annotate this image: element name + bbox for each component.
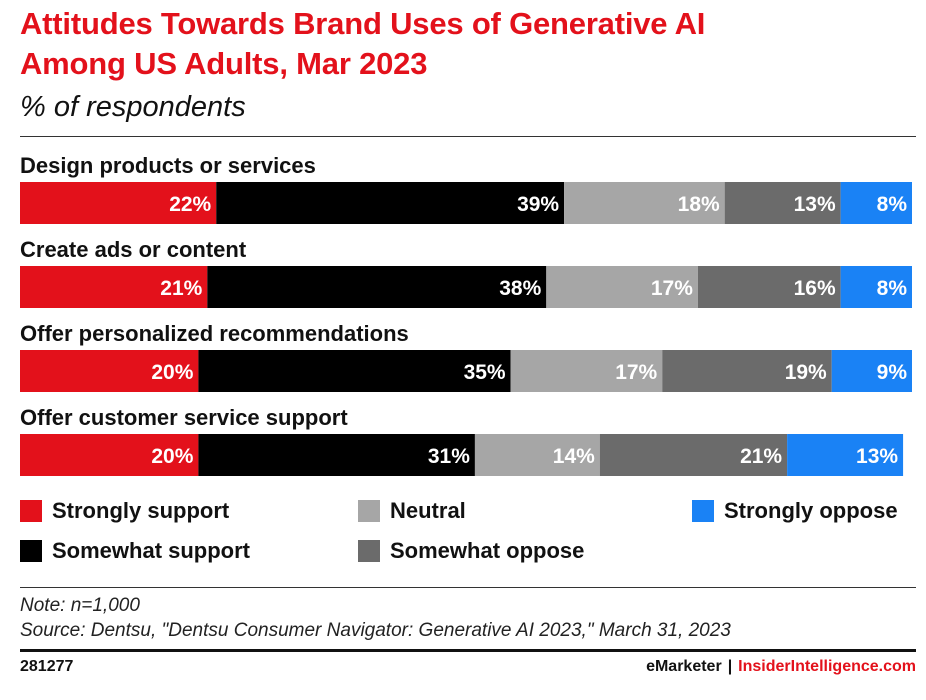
bar-neutral-design-products-or-services: [564, 182, 725, 224]
data-label-strongly-support-design-products-or-services: 22%: [169, 193, 211, 216]
legend-swatch-somewhat-support: [20, 540, 42, 562]
legend-label-somewhat-support: Somewhat support: [52, 538, 251, 563]
bar-somewhat-oppose-offer-personalized-recommendations: [662, 350, 832, 392]
bar-neutral-offer-personalized-recommendations: [510, 350, 663, 392]
data-label-somewhat-support-design-products-or-services: 39%: [517, 193, 559, 216]
bar-somewhat-support-create-ads-or-content: [207, 266, 547, 308]
chart-subtitle: % of respondents: [20, 91, 246, 123]
data-label-neutral-offer-personalized-recommendations: 17%: [615, 361, 657, 384]
data-label-strongly-support-create-ads-or-content: 21%: [160, 277, 202, 300]
legend-label-strongly-support: Strongly support: [52, 498, 230, 523]
bar-strongly-support-offer-personalized-recommendations: [20, 350, 199, 392]
brand-insider-intelligence: InsiderIntelligence.com: [738, 658, 916, 675]
bar-neutral-create-ads-or-content: [546, 266, 698, 308]
footer-brand: eMarketer | InsiderIntelligence.com: [646, 658, 916, 676]
category-label-offer-personalized-recommendations: Offer personalized recommendations: [20, 321, 409, 346]
data-label-neutral-create-ads-or-content: 17%: [651, 277, 693, 300]
legend-somewhat-support: Somewhat support: [20, 538, 250, 564]
category-label-create-ads-or-content: Create ads or content: [20, 237, 247, 262]
legend-swatch-somewhat-oppose: [358, 540, 380, 562]
legend-swatch-strongly-oppose: [692, 500, 714, 522]
data-label-strongly-oppose-create-ads-or-content: 8%: [877, 277, 908, 300]
legend-label-neutral: Neutral: [390, 498, 466, 523]
data-label-somewhat-oppose-offer-customer-service-support: 21%: [740, 445, 782, 468]
data-label-strongly-oppose-offer-personalized-recommendations: 9%: [877, 361, 908, 384]
data-label-somewhat-oppose-design-products-or-services: 13%: [794, 193, 836, 216]
top-divider: [20, 136, 916, 137]
chart-id: 281277: [20, 658, 74, 675]
legend-swatch-neutral: [358, 500, 380, 522]
legend-somewhat-oppose: Somewhat oppose: [358, 538, 584, 564]
legend-label-somewhat-oppose: Somewhat oppose: [390, 538, 585, 563]
bar-somewhat-oppose-create-ads-or-content: [697, 266, 841, 308]
footer-divider: [20, 649, 916, 652]
bar-neutral-offer-customer-service-support: [474, 434, 600, 476]
bar-strongly-oppose-design-products-or-services: [840, 182, 912, 224]
data-label-strongly-oppose-offer-customer-service-support: 13%: [856, 445, 898, 468]
chart-title: Attitudes Towards Brand Uses of Generati…: [20, 4, 910, 84]
brand-separator: |: [727, 658, 733, 675]
note-text: Note: n=1,000: [20, 595, 140, 616]
data-label-somewhat-support-create-ads-or-content: 38%: [499, 277, 541, 300]
data-label-somewhat-support-offer-customer-service-support: 31%: [428, 445, 470, 468]
bar-strongly-support-offer-customer-service-support: [20, 434, 199, 476]
data-label-somewhat-oppose-offer-personalized-recommendations: 19%: [785, 361, 827, 384]
source-text: Source: Dentsu, "Dentsu Consumer Navigat…: [20, 620, 731, 641]
bar-somewhat-oppose-design-products-or-services: [724, 182, 841, 224]
data-label-strongly-support-offer-personalized-recommendations: 20%: [151, 361, 193, 384]
bar-strongly-support-design-products-or-services: [20, 182, 217, 224]
data-label-somewhat-support-offer-personalized-recommendations: 35%: [464, 361, 506, 384]
legend-swatch-strongly-support: [20, 500, 42, 522]
data-label-neutral-design-products-or-services: 18%: [678, 193, 720, 216]
category-label-design-products-or-services: Design products or services: [20, 153, 316, 178]
chart-title-line1: Attitudes Towards Brand Uses of Generati…: [20, 6, 706, 41]
brand-emarketer: eMarketer: [646, 658, 722, 675]
bar-somewhat-support-offer-personalized-recommendations: [198, 350, 511, 392]
data-label-neutral-offer-customer-service-support: 14%: [553, 445, 595, 468]
legend-neutral: Neutral: [358, 498, 466, 524]
category-label-offer-customer-service-support: Offer customer service support: [20, 405, 348, 430]
bar-strongly-oppose-create-ads-or-content: [840, 266, 912, 308]
bar-somewhat-support-design-products-or-services: [216, 182, 565, 224]
legend-label-strongly-oppose: Strongly oppose: [724, 498, 898, 523]
data-label-somewhat-oppose-create-ads-or-content: 16%: [794, 277, 836, 300]
chart-title-line2: Among US Adults, Mar 2023: [20, 46, 428, 81]
bar-strongly-oppose-offer-personalized-recommendations: [831, 350, 912, 392]
bar-strongly-oppose-offer-customer-service-support: [787, 434, 904, 476]
data-label-strongly-oppose-design-products-or-services: 8%: [877, 193, 908, 216]
bar-strongly-support-create-ads-or-content: [20, 266, 208, 308]
legend-strongly-support: Strongly support: [20, 498, 229, 524]
bar-somewhat-support-offer-customer-service-support: [198, 434, 475, 476]
legend-strongly-oppose: Strongly oppose: [692, 498, 898, 524]
notes-divider: [20, 587, 916, 588]
stacked-bar-chart: Design products or services 22% 39% 18% 13% 8…: [20, 153, 912, 476]
bar-somewhat-oppose-offer-customer-service-support: [599, 434, 788, 476]
data-label-strongly-support-offer-customer-service-support: 20%: [151, 445, 193, 468]
